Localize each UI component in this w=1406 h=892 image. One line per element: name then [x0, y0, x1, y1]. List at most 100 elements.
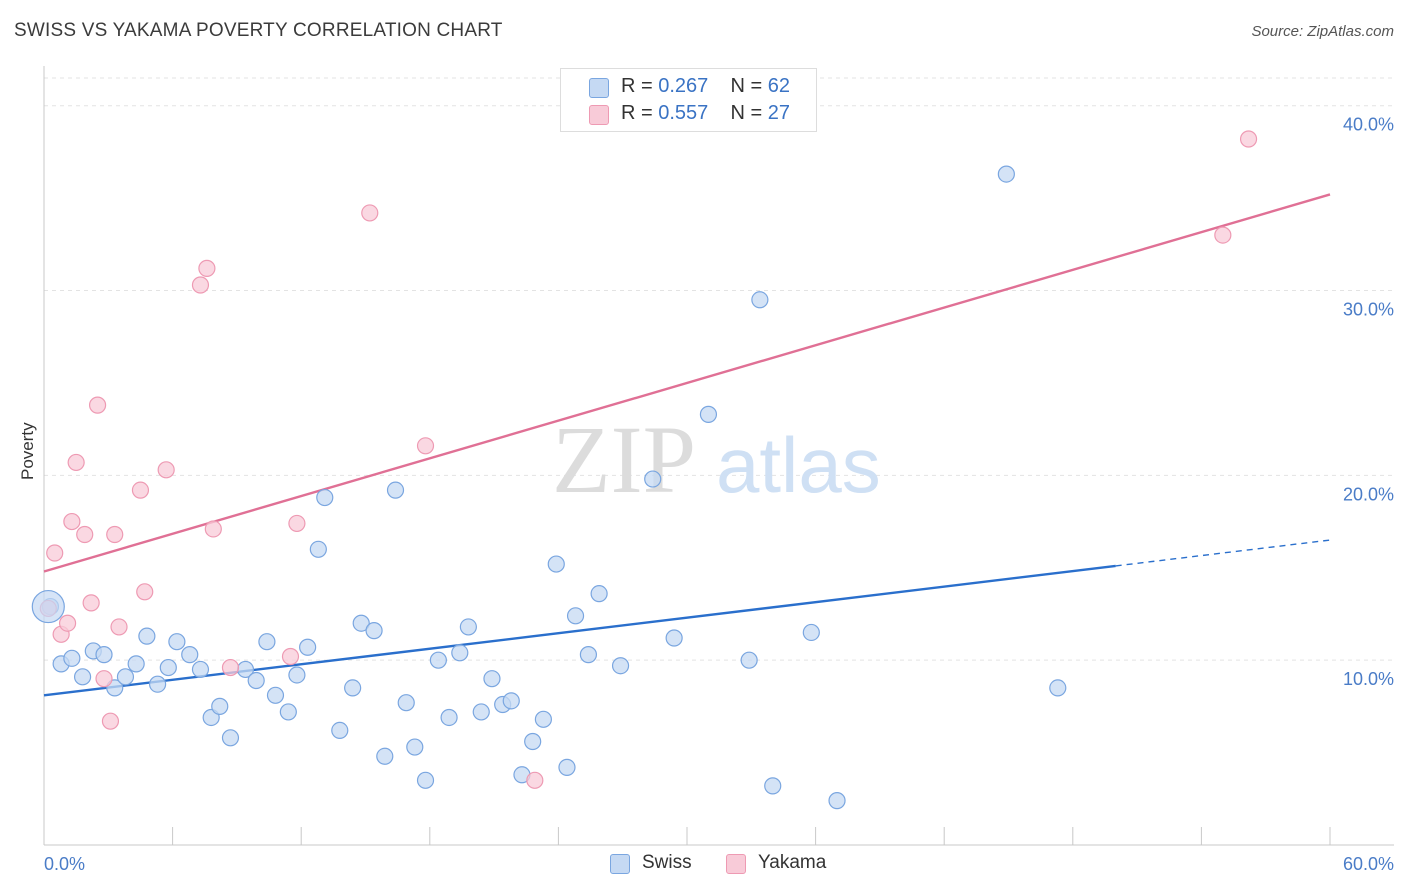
yakama-point [46, 544, 64, 562]
yakama-point [288, 514, 306, 533]
swiss-point [1049, 679, 1067, 697]
swiss-point [644, 470, 662, 488]
yakama-point [198, 259, 216, 277]
swiss-point [116, 668, 135, 686]
swiss-point [73, 668, 92, 686]
swiss-point [258, 633, 276, 651]
swiss-point [63, 649, 81, 667]
swiss-point [566, 607, 585, 625]
swiss-point [740, 651, 758, 669]
yakama-point [131, 481, 150, 499]
yakama-point [63, 512, 81, 531]
swiss-point [148, 675, 167, 693]
swiss-point [802, 623, 820, 642]
yakama-point [88, 396, 107, 414]
swiss-point [266, 686, 285, 704]
swiss-point [406, 738, 424, 756]
swiss-point [331, 721, 349, 740]
swiss-point [764, 777, 782, 795]
swiss-point [365, 622, 383, 640]
swiss-point [429, 651, 447, 669]
y-tick-label: 20.0% [1343, 484, 1394, 504]
swiss-point [416, 771, 435, 789]
swiss-point [247, 671, 265, 690]
trend-lines [43, 193, 1331, 697]
swiss-point [611, 657, 630, 675]
yakama-legend-label: Yakama [758, 852, 827, 873]
watermark-zip: ZIP [552, 406, 696, 513]
swiss-point [558, 758, 576, 776]
swiss-point [316, 488, 334, 507]
yakama-point [157, 461, 175, 479]
yakama-trend-line [43, 193, 1331, 573]
correlation-legend: R = 0.267 N = 62 R = 0.557 N = 27 [560, 68, 817, 132]
legend-r-value: 0.557 [658, 102, 709, 124]
swiss-point-large [31, 589, 65, 624]
x-tick-label: 0.0% [44, 854, 85, 874]
swiss-point [309, 540, 327, 558]
swiss-point [168, 633, 186, 651]
swiss-trend-extension [1115, 539, 1331, 567]
yakama-point [136, 583, 154, 601]
swiss-legend-label: Swiss [642, 852, 692, 873]
y-tick-label: 10.0% [1343, 669, 1394, 689]
yakama-point [191, 276, 210, 294]
swiss-point [579, 646, 598, 664]
yakama-point [67, 453, 85, 472]
x-tick-label: 60.0% [1343, 854, 1394, 874]
swiss-point [699, 405, 718, 423]
yakama-swatch [589, 105, 609, 125]
swiss-point [159, 658, 177, 677]
yakama-legend-swatch [726, 854, 746, 874]
swiss-point [451, 644, 469, 662]
swiss-point [502, 692, 520, 710]
swiss-point [191, 660, 210, 679]
watermark-atlas: atlas [716, 421, 881, 509]
swiss-point [472, 703, 490, 721]
y-tick-label: 40.0% [1343, 115, 1394, 135]
swiss-swatch [589, 78, 609, 98]
swiss-point [352, 614, 370, 632]
swiss-point [221, 729, 240, 747]
chart-source: Source: ZipAtlas.com [1251, 23, 1394, 40]
yakama-point [1239, 130, 1258, 148]
data-points [31, 130, 1258, 810]
yakama-point [82, 594, 100, 612]
swiss-trend-line [43, 564, 1116, 697]
swiss-legend-swatch [610, 854, 630, 874]
swiss-point [181, 646, 199, 664]
yakama-point [1214, 226, 1232, 244]
swiss-point [386, 481, 405, 499]
yakama-point [95, 670, 113, 688]
yakama-point [526, 771, 544, 789]
swiss-point [138, 627, 156, 645]
yakama-point [361, 204, 379, 222]
x-tick-labels: 0.0% 60.0% [44, 854, 1394, 874]
swiss-point [534, 710, 552, 728]
axes [43, 66, 1394, 846]
legend-r-label: R = [621, 102, 659, 124]
swiss-point [288, 666, 306, 684]
legend-n-label: N = [730, 75, 768, 97]
swiss-point [590, 585, 608, 603]
swiss-point [828, 792, 846, 810]
yakama-point [101, 712, 120, 730]
swiss-point [524, 732, 542, 751]
swiss-point [95, 646, 113, 664]
y-tick-label: 30.0% [1343, 300, 1394, 320]
yakama-point [416, 437, 435, 455]
swiss-point [440, 708, 458, 727]
yakama-point [106, 525, 124, 544]
swiss-point [376, 747, 394, 765]
yakama-point [110, 618, 128, 636]
swiss-point [344, 679, 362, 697]
swiss-point [211, 697, 229, 715]
legend-n-label: N = [730, 102, 768, 124]
legend-n-value: 62 [767, 75, 791, 97]
legend-r-label: R = [621, 75, 659, 97]
swiss-point [127, 655, 145, 673]
yakama-point [76, 525, 94, 544]
yakama-point [204, 520, 222, 538]
legend-r-value: 0.267 [658, 75, 709, 97]
